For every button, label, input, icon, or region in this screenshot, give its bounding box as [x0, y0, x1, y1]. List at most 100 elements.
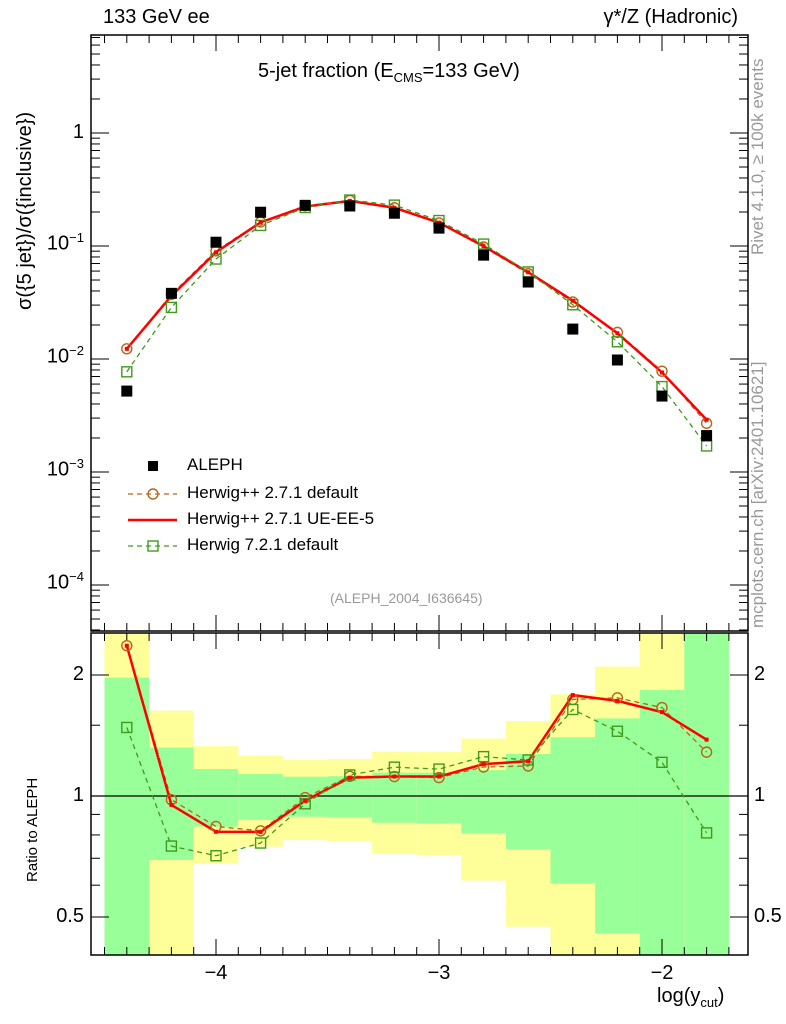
- ratio-band-stat: [684, 633, 729, 955]
- point-aleph: [701, 430, 713, 442]
- point-herwig-2-7-1-ue-ee-5: [258, 220, 263, 225]
- x-tick-label: −2: [650, 962, 674, 984]
- ratio-point-herwig-7-2-1-default: [344, 769, 356, 781]
- y-tick-label: 1: [72, 121, 84, 143]
- ratio-y-tick-label: 1: [72, 784, 84, 806]
- point-herwig-2-7-1-ue-ee-5: [481, 244, 486, 249]
- xlabel-rest: ): [717, 985, 725, 1007]
- x-axis-label: log(ycut): [657, 985, 724, 1010]
- ratio-band-stat: [416, 772, 462, 824]
- point-herwig-2-7-1-ue-ee-5: [615, 331, 620, 336]
- ratio-band-stat: [639, 690, 685, 955]
- y-tick-label: 10−3: [46, 456, 84, 481]
- point-herwig-2-7-1-ue-ee-5: [526, 270, 531, 275]
- legend-marker-aleph: [148, 461, 158, 471]
- ratio-band-stat: [595, 718, 640, 934]
- ratio-y-label: Ratio to ALEPH: [24, 777, 41, 882]
- ratio-point-herwig-2-7-1-ue-ee-5: [347, 775, 352, 780]
- point-herwig-2-7-1-ue-ee-5: [704, 417, 709, 422]
- ratio-point-herwig-2-7-1-ue-ee-5: [526, 759, 531, 764]
- point-herwig-2-7-1-ue-ee-5: [570, 298, 575, 303]
- ratio-point-herwig-2-7-1-ue-ee-5: [660, 710, 664, 715]
- main-frame: [90, 34, 749, 632]
- header-energy: 133 GeV ee: [103, 6, 210, 28]
- legend-marker-herwig-7-2-1-default: [147, 540, 159, 552]
- analysis-id: (ALEPH_2004_I636645): [330, 590, 483, 606]
- point-aleph: [478, 249, 490, 261]
- title-subscript: CMS: [393, 70, 423, 85]
- point-aleph: [299, 199, 311, 211]
- ratio-band-stat: [372, 772, 417, 823]
- point-aleph: [388, 207, 400, 219]
- ratio-point-herwig-7-2-1-default: [611, 725, 624, 737]
- ratio-point-herwig-7-2-1-default: [433, 763, 445, 775]
- legend-label-herwigpp-ueee5: Herwig++ 2.7.1 UE-EE-5: [187, 509, 375, 528]
- ratio-y-tick-label-right: 1: [754, 784, 766, 806]
- y-tick-label: 10−1: [46, 230, 84, 255]
- ratio-band-stat: [104, 677, 150, 955]
- ratio-point-herwig-2-7-1-ue-ee-5: [704, 737, 709, 742]
- point-herwig-2-7-1-ue-ee-5: [660, 370, 664, 375]
- ratio-point-herwig-7-2-1-default: [522, 754, 534, 766]
- point-aleph: [522, 276, 534, 288]
- ratio-point-herwig-7-2-1-default: [121, 721, 133, 734]
- ratio-band-stat: [193, 769, 239, 827]
- title-rest: =133 GeV): [422, 60, 520, 82]
- rivet-version: Rivet 4.1.0, ≥ 100k events: [748, 58, 767, 255]
- ratio-frame: [90, 632, 749, 956]
- point-herwig-7-2-1-default: [611, 336, 624, 348]
- ratio-point-herwig-7-2-1-default: [254, 837, 267, 849]
- title-main: 5-jet fraction (E: [258, 60, 394, 82]
- ratio-point-herwig-2-7-1-ue-ee-5: [437, 774, 441, 779]
- point-aleph: [255, 206, 267, 218]
- ratio-point-herwig-7-2-1-default: [210, 850, 222, 862]
- ratio-y-tick-label: 2: [72, 663, 84, 685]
- point-herwig-2-7-1-default: [656, 365, 668, 377]
- x-tick-label: −4: [204, 962, 228, 984]
- point-herwig-2-7-1-default: [121, 343, 133, 355]
- ratio-point-herwig-2-7-1-ue-ee-5: [615, 698, 620, 703]
- xlabel-subscript: cut: [700, 995, 718, 1010]
- ratio-line-herwig-2-7-1-ue-ee-5: [125, 645, 708, 834]
- chart-title: 5-jet fraction (ECMS=133 GeV): [258, 60, 520, 85]
- x-tick-label: −3: [427, 962, 451, 984]
- point-aleph: [656, 390, 668, 402]
- ratio-point-herwig-2-7-1-ue-ee-5: [124, 643, 129, 648]
- legend-marker-herwig-2-7-1-default: [147, 488, 159, 500]
- ratio-y-tick-label-right: 0.5: [754, 905, 782, 927]
- legend-label-herwigpp-default: Herwig++ 2.7.1 default: [187, 483, 359, 502]
- point-herwig-7-2-1-default: [477, 238, 490, 250]
- legend-label-aleph: ALEPH: [187, 455, 243, 474]
- ratio-band-stat: [461, 770, 506, 834]
- ratio-point-herwig-2-7-1-ue-ee-5: [570, 693, 575, 698]
- ratio-point-herwig-2-7-1-ue-ee-5: [258, 829, 263, 834]
- ratio-band-stat: [505, 754, 551, 850]
- series-line-herwig-7-2-1-default: [126, 199, 708, 447]
- point-herwig-2-7-1-ue-ee-5: [124, 346, 129, 351]
- header-process: γ*/Z (Hadronic): [603, 6, 738, 28]
- y-tick-label: 10−2: [46, 343, 84, 368]
- point-herwig-2-7-1-ue-ee-5: [214, 250, 218, 255]
- ratio-point-herwig-7-2-1-default: [477, 750, 490, 763]
- ratio-line-herwig-2-7-1-default: [126, 645, 708, 832]
- ratio-band-stat: [238, 774, 283, 820]
- ratio-point-herwig-7-2-1-default: [656, 756, 668, 769]
- ratio-band-stat: [550, 737, 596, 884]
- y-axis-label: σ({5 jet})/σ({inclusive}): [14, 111, 36, 310]
- ratio-point-herwig-2-7-1-default: [433, 771, 445, 784]
- legend-label-herwig7: Herwig 7.2.1 default: [187, 535, 339, 554]
- ratio-point-herwig-7-2-1-default: [388, 761, 401, 773]
- point-aleph: [433, 222, 445, 234]
- ratio-line-herwig-7-2-1-default: [126, 708, 708, 857]
- ratio-point-herwig-2-7-1-ue-ee-5: [214, 829, 218, 834]
- ratio-y-tick-label-right: 2: [754, 663, 766, 685]
- point-aleph: [121, 385, 133, 397]
- ratio-point-herwig-2-7-1-ue-ee-5: [169, 802, 174, 807]
- series-line-herwig-2-7-1-default: [126, 199, 708, 424]
- point-herwig-7-2-1-default: [165, 301, 178, 314]
- point-aleph: [210, 236, 222, 248]
- point-aleph: [344, 200, 356, 212]
- point-aleph: [611, 354, 623, 366]
- ratio-point-herwig-2-7-1-ue-ee-5: [392, 774, 397, 779]
